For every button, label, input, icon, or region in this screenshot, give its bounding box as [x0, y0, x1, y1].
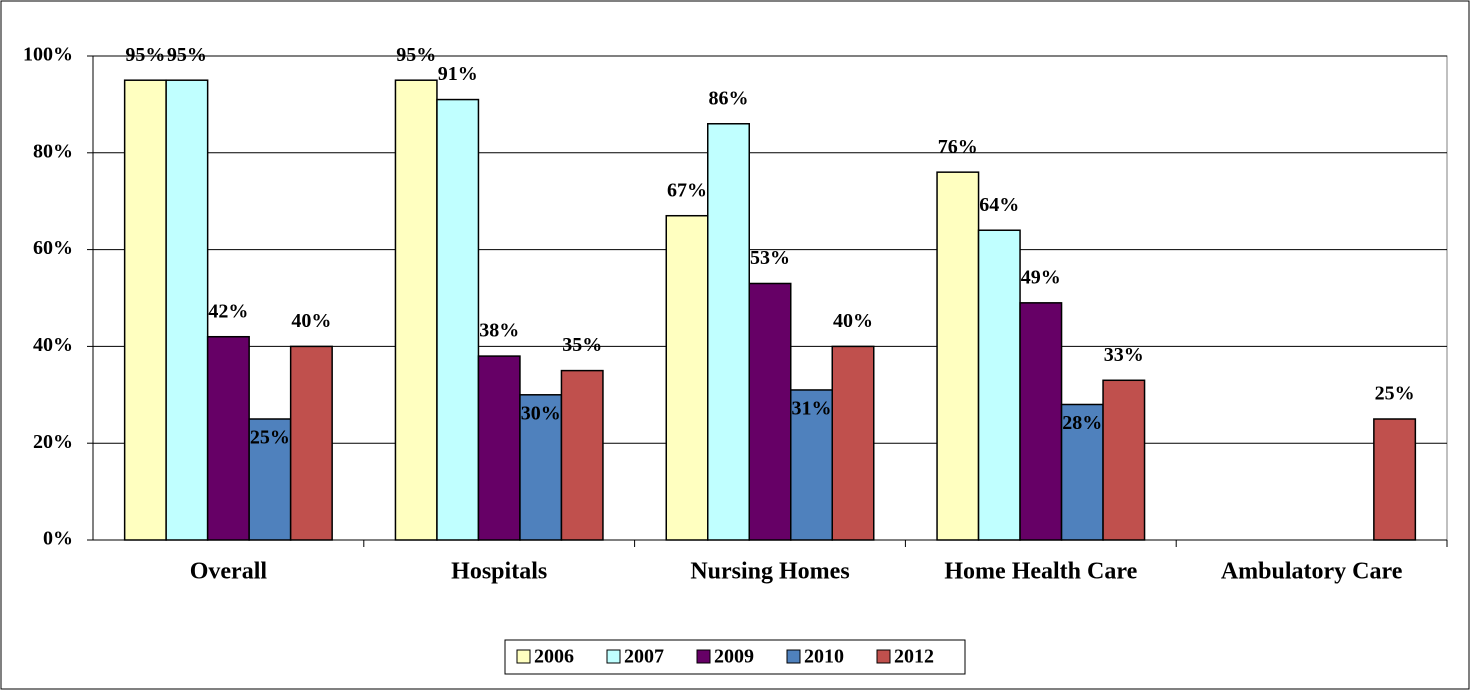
bar	[1060, 403, 1104, 541]
data-label: 95%	[167, 44, 207, 66]
data-label: 64%	[979, 194, 1019, 216]
data-label: 67%	[667, 179, 707, 201]
bar	[977, 229, 1021, 541]
data-label: 76%	[938, 136, 978, 158]
bar	[477, 355, 521, 541]
y-tick-label: 0%	[43, 528, 73, 550]
legend-swatch	[696, 649, 711, 664]
data-label: 38%	[479, 320, 519, 342]
y-tick-label: 60%	[33, 237, 73, 259]
bar	[790, 389, 833, 541]
bar	[394, 79, 438, 541]
x-tick-label: Nursing Homes	[690, 559, 849, 585]
bar	[936, 171, 980, 541]
legend-swatch	[606, 649, 621, 664]
data-label: 31%	[792, 398, 832, 420]
y-tick-label: 40%	[33, 334, 73, 356]
bar	[289, 345, 333, 541]
x-tick-label: Home Health Care	[944, 559, 1137, 585]
bar	[831, 345, 875, 541]
legend-label: 2009	[714, 646, 754, 668]
bar	[436, 98, 480, 541]
x-tick-label: Ambulatory Care	[1221, 559, 1403, 585]
bar	[1373, 418, 1417, 541]
data-label: 91%	[438, 63, 478, 85]
legend-label: 2007	[624, 646, 664, 668]
data-label: 53%	[750, 247, 790, 269]
data-label: 25%	[250, 427, 290, 449]
data-label: 28%	[1062, 412, 1102, 434]
data-label: 95%	[125, 44, 165, 66]
data-label: 35%	[562, 334, 602, 356]
y-tick-label: 80%	[33, 140, 73, 162]
data-label: 42%	[208, 300, 248, 322]
bar	[1102, 379, 1146, 541]
bar	[1019, 302, 1063, 541]
bar	[206, 335, 250, 541]
bar	[665, 214, 709, 541]
data-label: 40%	[291, 310, 331, 332]
bar	[560, 369, 604, 541]
x-tick-label: Overall	[190, 559, 268, 585]
data-label: 95%	[396, 44, 436, 66]
y-tick-label: 20%	[33, 431, 73, 453]
data-label: 33%	[1104, 344, 1144, 366]
data-label: 86%	[709, 87, 749, 109]
legend-label: 2012	[894, 646, 934, 668]
legend-swatch	[876, 649, 891, 664]
bar	[707, 123, 750, 541]
legend-label: 2010	[804, 646, 844, 668]
legend-label: 2006	[534, 646, 574, 668]
x-tick-label: Hospitals	[451, 559, 547, 585]
bar	[748, 282, 792, 541]
data-label: 25%	[1375, 383, 1415, 405]
y-tick-label: 100%	[23, 44, 73, 66]
legend-swatch	[516, 649, 531, 664]
bar	[123, 79, 167, 541]
data-label: 40%	[833, 310, 873, 332]
bar	[248, 418, 292, 541]
data-label: 30%	[521, 402, 561, 424]
data-label: 49%	[1021, 266, 1061, 288]
legend-swatch	[786, 649, 801, 664]
bar	[519, 394, 563, 541]
bar	[165, 79, 209, 541]
